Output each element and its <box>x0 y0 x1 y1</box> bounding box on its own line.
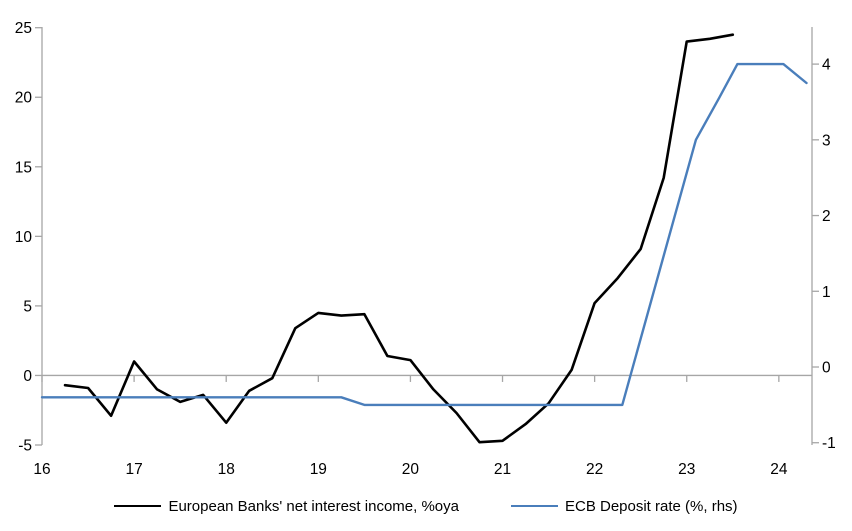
deposit-rate-line-swatch <box>510 505 558 507</box>
left-axis-tick-label: 15 <box>15 159 32 176</box>
x-axis-tick-label: 23 <box>678 461 695 478</box>
nii-series-line <box>63 33 735 444</box>
x-axis-tick-label: 17 <box>125 461 142 478</box>
right-axis-tick-label: -1 <box>822 435 836 452</box>
x-axis-tick-label: 19 <box>310 461 327 478</box>
x-axis-tick-label: 21 <box>494 461 511 478</box>
deposit-rate-series-line <box>40 62 808 407</box>
nii-line-swatch <box>114 505 162 507</box>
x-axis-tick-label: 24 <box>770 461 788 478</box>
right-axis-tick-label: 0 <box>822 360 831 377</box>
right-axis-tick-label: 4 <box>822 57 831 74</box>
legend-item-nii: European Banks' net interest income, %oy… <box>114 498 459 515</box>
legend-item-deposit-rate: ECB Deposit rate (%, rhs) <box>510 497 738 515</box>
x-axis-tick-label: 22 <box>586 461 603 478</box>
right-axis-tick-label: 3 <box>822 132 831 149</box>
legend: European Banks' net interest income, %oy… <box>0 492 852 520</box>
legend-label-nii: European Banks' net interest income, %oy… <box>168 497 459 515</box>
left-axis-tick-label: 25 <box>15 20 32 37</box>
legend-label-deposit-rate: ECB Deposit rate (%, rhs) <box>564 497 738 515</box>
left-axis-tick-label: 10 <box>15 229 33 246</box>
x-axis-tick-label: 18 <box>218 461 235 478</box>
x-axis-tick-label: 16 <box>33 461 50 478</box>
left-axis-tick-label: 0 <box>23 368 32 385</box>
left-axis-tick-label: 20 <box>15 90 33 107</box>
left-axis-tick-label: 5 <box>23 298 32 315</box>
left-axis-tick-label: -5 <box>18 438 32 455</box>
right-axis-tick-label: 1 <box>822 284 831 301</box>
right-axis-tick-label: 2 <box>822 208 831 225</box>
x-axis-tick-label: 20 <box>402 461 420 478</box>
